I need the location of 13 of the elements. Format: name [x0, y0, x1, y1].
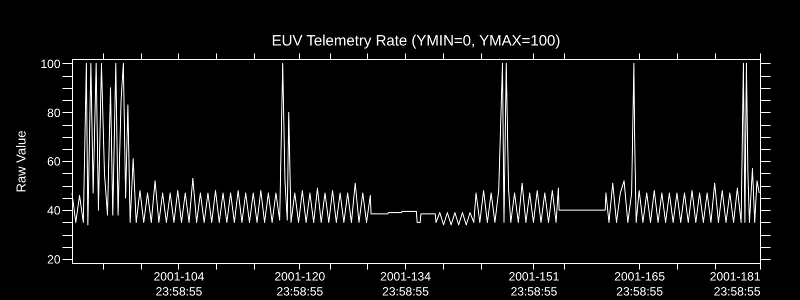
- chart-title: EUV Telemetry Rate (YMIN=0, YMAX=100): [272, 32, 560, 50]
- x-tick-label: 2001-120 23:58:55: [274, 270, 326, 298]
- y-tick-label: 60: [47, 154, 61, 169]
- x-tick-label: 2001-165 23:58:55: [614, 270, 666, 298]
- x-tick-label: 2001-104 23:58:55: [154, 270, 205, 298]
- y-tick-label: 80: [47, 106, 61, 120]
- y-axis-title: Raw Value: [13, 130, 28, 192]
- y-tick-label: 100: [40, 56, 61, 71]
- y-tick-label: 20: [47, 252, 61, 267]
- x-tick-label: 2001-151 23:58:55: [508, 270, 560, 298]
- x-tick-label: 2001-181 23:58:55: [710, 270, 761, 298]
- x-tick-label: 2001-134 23:58:55: [380, 270, 432, 298]
- y-tick-label: 40: [47, 204, 61, 218]
